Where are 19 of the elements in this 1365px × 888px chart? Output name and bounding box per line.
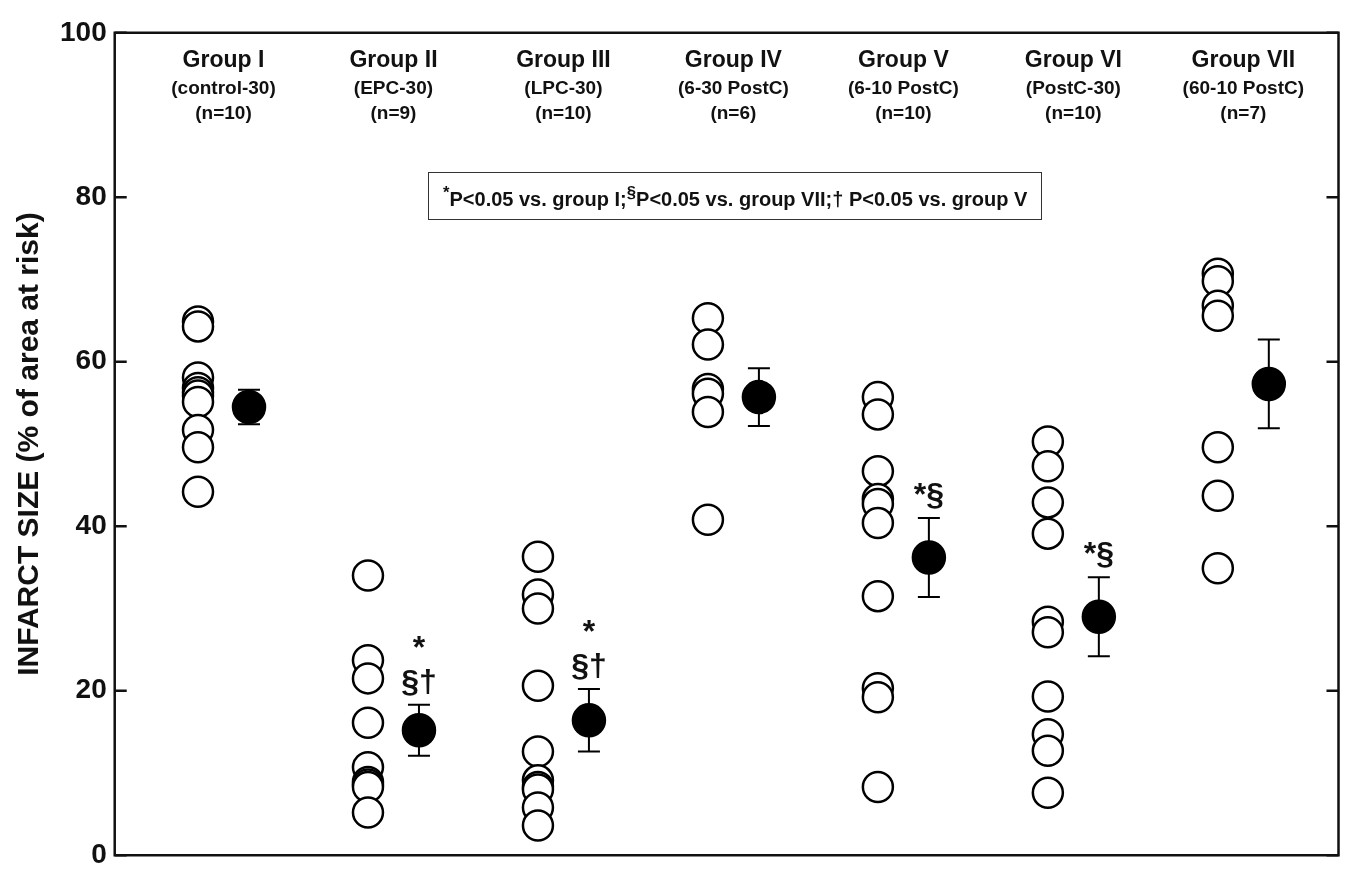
data-label: *§ bbox=[1083, 535, 1114, 572]
y-tick-label: 0 bbox=[91, 837, 107, 869]
x-tick-label: Group V (6-10 PostC) (n=10) bbox=[847, 45, 959, 123]
x-tick-label: Group VI (PostC-30) (n=10) bbox=[1024, 45, 1122, 123]
y-tick-label: 20 bbox=[75, 673, 107, 705]
annotation: $^{*}$P<0.05 vs. group I;$^{§}$P<0.05 vs. group VII;† P<0.05 vs. group V bbox=[428, 172, 1043, 220]
y-tick-label: 40 bbox=[75, 508, 107, 540]
x-tick-label: Group IV (6-30 PostC) (n=6) bbox=[677, 45, 789, 123]
x-tick-label: Group VII (60-10 PostC) (n=7) bbox=[1182, 45, 1305, 123]
y-tick-label: 100 bbox=[60, 15, 107, 47]
y-tick-label: 80 bbox=[75, 180, 107, 211]
x-tick-label: Group I (control-30) (n=10) bbox=[171, 45, 276, 123]
data-label: * §† bbox=[401, 628, 437, 699]
data-label: *§ bbox=[913, 475, 944, 512]
data-label: * §† bbox=[571, 612, 607, 683]
x-tick-label: Group II (EPC-30) (n=9) bbox=[349, 45, 438, 123]
y-axis-title: INFARCT SIZE (% of area at risk) bbox=[11, 212, 45, 676]
x-tick-label: Group III (LPC-30) (n=10) bbox=[516, 45, 611, 123]
y-tick-label: 60 bbox=[75, 344, 107, 376]
